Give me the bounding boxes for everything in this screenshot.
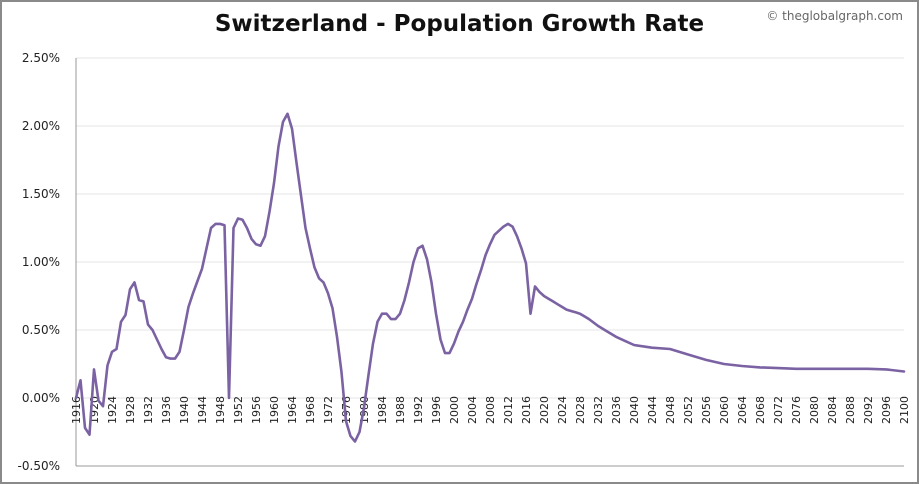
x-tick-label: 1952 (232, 396, 245, 424)
x-tick-label: 1964 (286, 396, 299, 424)
x-axis-ticks: 1916 1920 1924 1928 1932 1936 1940 1944 1948 1952… (70, 396, 911, 424)
x-tick-label: 2024 (556, 396, 569, 424)
x-tick-label: 1988 (394, 396, 407, 424)
x-tick-label: 2064 (736, 396, 749, 424)
x-tick-label: 2072 (772, 396, 785, 424)
x-tick-label: 2088 (844, 396, 857, 424)
x-tick-label: 2012 (502, 396, 515, 424)
x-tick-label: 2004 (466, 396, 479, 424)
x-tick-label: 1984 (376, 396, 389, 424)
x-tick-label: 2052 (682, 396, 695, 424)
x-tick-label: 2040 (628, 396, 641, 424)
x-tick-label: 2092 (862, 396, 875, 424)
series-line (74, 112, 906, 443)
x-tick-label: 1916 (70, 396, 83, 424)
x-tick-label: 2020 (538, 396, 551, 424)
x-tick-label: 1948 (214, 396, 227, 424)
x-tick-label: 2060 (718, 396, 731, 424)
x-tick-label: 1968 (304, 396, 317, 424)
x-tick-label: 2076 (790, 396, 803, 424)
x-tick-label: 1940 (178, 396, 191, 424)
credit-label: © theglobalgraph.com (766, 9, 903, 23)
x-tick-label: 2036 (610, 396, 623, 424)
y-axis-ticks: -0.50% 0.00% 0.50% 1.00% 1.50% 2.00% 2.50% (18, 51, 60, 473)
x-tick-label: 1960 (268, 396, 281, 424)
x-tick-label: 1932 (142, 396, 155, 424)
x-tick-label: 2048 (664, 396, 677, 424)
y-tick-label: 2.00% (22, 119, 60, 133)
x-tick-label: 2096 (880, 396, 893, 424)
x-tick-label: 2084 (826, 396, 839, 424)
x-tick-label: 2100 (898, 396, 911, 424)
x-tick-label: 1944 (196, 396, 209, 424)
x-tick-label: 2008 (484, 396, 497, 424)
x-tick-label: 2000 (448, 396, 461, 424)
x-tick-label: 2068 (754, 396, 767, 424)
x-tick-label: 1972 (322, 396, 335, 424)
chart-title: Switzerland - Population Growth Rate (214, 11, 705, 37)
y-tick-label: 2.50% (22, 51, 60, 65)
x-tick-label: 2028 (574, 396, 587, 424)
x-tick-label: 2044 (646, 396, 659, 424)
x-tick-label: 1928 (124, 396, 137, 424)
y-tick-label: 0.00% (22, 391, 60, 405)
y-tick-label: -0.50% (18, 459, 60, 473)
y-tick-label: 0.50% (22, 323, 60, 337)
x-tick-label: 1996 (430, 396, 443, 424)
x-tick-label: 1956 (250, 396, 263, 424)
x-tick-label: 1992 (412, 396, 425, 424)
x-tick-label: 1936 (160, 396, 173, 424)
x-tick-label: 2016 (520, 396, 533, 424)
x-tick-label: 2032 (592, 396, 605, 424)
y-tick-label: 1.50% (22, 187, 60, 201)
y-tick-label: 1.00% (22, 255, 60, 269)
series-group (74, 112, 906, 443)
x-tick-label: 2080 (808, 396, 821, 424)
x-tick-label: 1924 (106, 396, 119, 424)
x-tick-label: 2056 (700, 396, 713, 424)
